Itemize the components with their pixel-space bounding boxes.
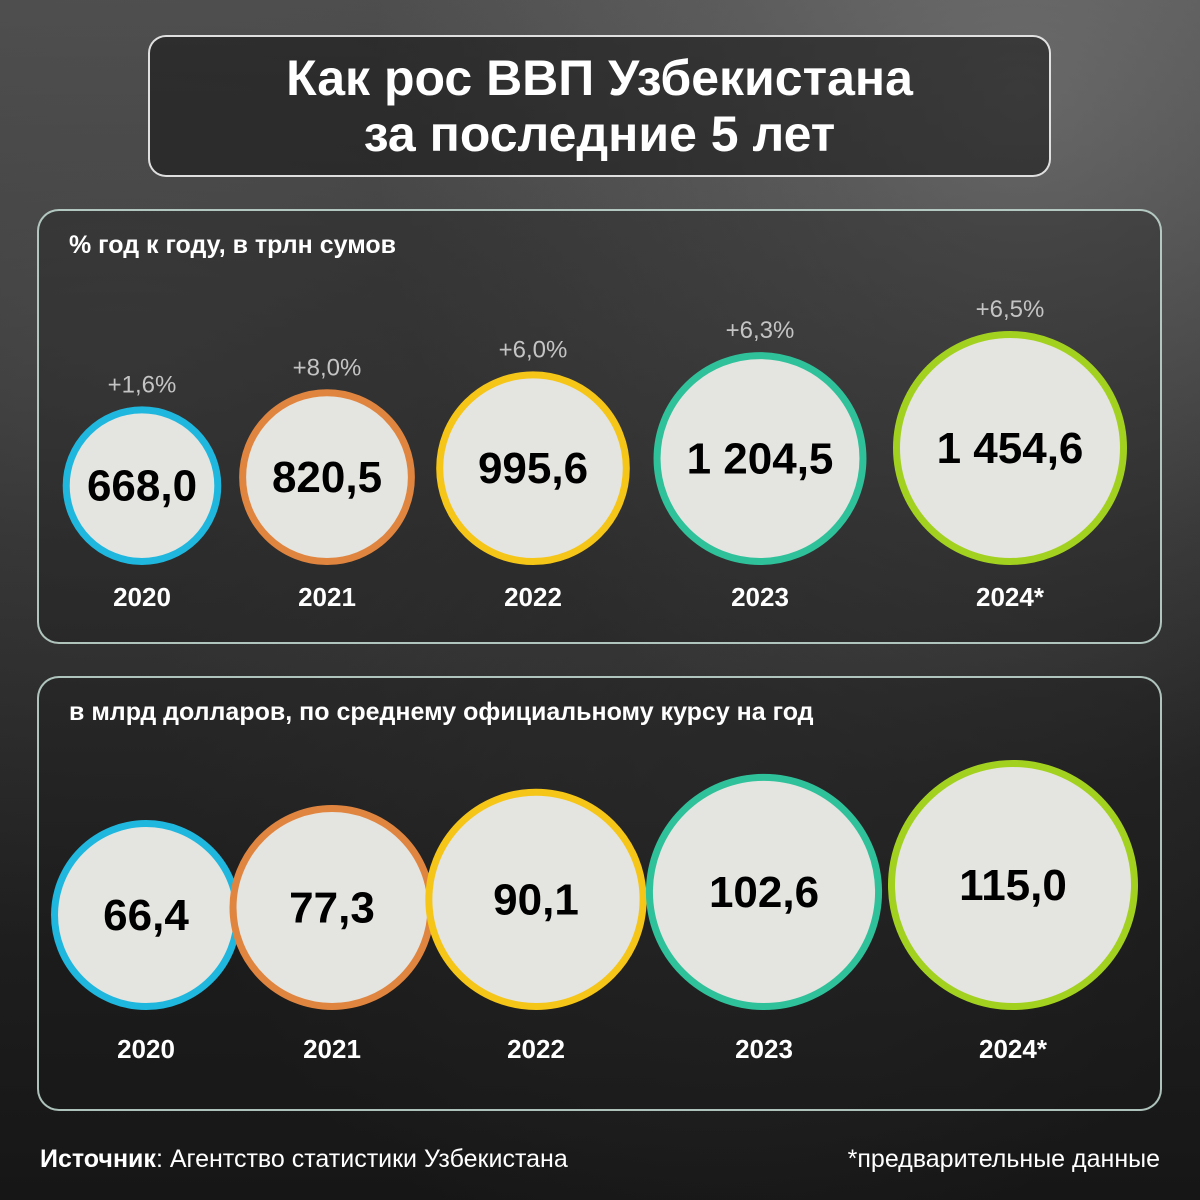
bubble-2 [436,371,630,565]
year-label-0: 2020 [117,1034,175,1064]
year-label-3: 2023 [731,582,789,612]
bubble-value-2: 995,6 [478,444,588,493]
bubble-value-1: 820,5 [272,453,382,502]
bubble-3 [653,352,867,565]
bubble-value-3: 102,6 [709,868,819,917]
bubble-0 [62,406,222,566]
title-box: Как рос ВВП Узбекистана за последние 5 л… [148,35,1051,177]
year-label-3: 2023 [735,1034,793,1064]
gdp-usd-chart: 66,4 2020 77,3 2021 90,1 2022 102,6 2023 115,0 20… [51,760,1138,1064]
bubble-2 [425,788,647,1010]
year-label-2: 2022 [504,582,562,612]
year-label-4: 2024* [979,1034,1048,1064]
growth-label-4: +6,5% [976,296,1045,323]
growth-label-1: +8,0% [293,354,362,381]
gdp-sum-panel-label: % год к году, в трлн сумов [69,231,397,259]
year-label-4: 2024* [976,582,1045,612]
gdp-sum-chart: 668,0 2020 +1,6% 820,5 2021 +8,0% 995,6 2022 +6,… [62,296,1127,612]
footer-note: *предварительные данные [847,1145,1160,1173]
bubble-4 [888,760,1138,1010]
gdp-sum-panel: % год к году, в трлн сумов 668,0 2020 +1,6… [37,209,1162,644]
bubble-value-1: 77,3 [289,884,375,933]
year-label-0: 2020 [113,582,171,612]
page-title-line-2: за последние 5 лет [363,106,836,162]
bubble-value-0: 668,0 [87,462,197,511]
year-label-1: 2021 [298,582,356,612]
year-label-2: 2022 [507,1034,565,1064]
gdp-usd-panel: в млрд долларов, по среднему официальном… [37,676,1162,1111]
bubble-value-0: 66,4 [103,891,189,940]
bubble-value-3: 1 204,5 [687,435,834,484]
bubble-value-4: 115,0 [959,861,1067,910]
gdp-usd-panel-label: в млрд долларов, по среднему официальном… [69,698,814,726]
footer-source-text: : Агентство статистики Узбекистана [155,1145,568,1173]
bubble-4 [893,331,1127,565]
growth-label-0: +1,6% [108,371,177,398]
bubble-value-4: 1 454,6 [937,424,1084,473]
growth-label-2: +6,0% [499,336,568,363]
bubble-value-2: 90,1 [493,875,579,924]
page-title-line-1: Как рос ВВП Узбекистана [286,50,913,106]
bubble-3 [645,773,883,1010]
footer-source: Источник: Агентство статистики Узбекиста… [40,1145,568,1174]
bubble-1 [239,389,415,565]
year-label-1: 2021 [303,1034,361,1064]
footer-source-label: Источник [40,1145,156,1173]
growth-label-3: +6,3% [726,317,795,344]
